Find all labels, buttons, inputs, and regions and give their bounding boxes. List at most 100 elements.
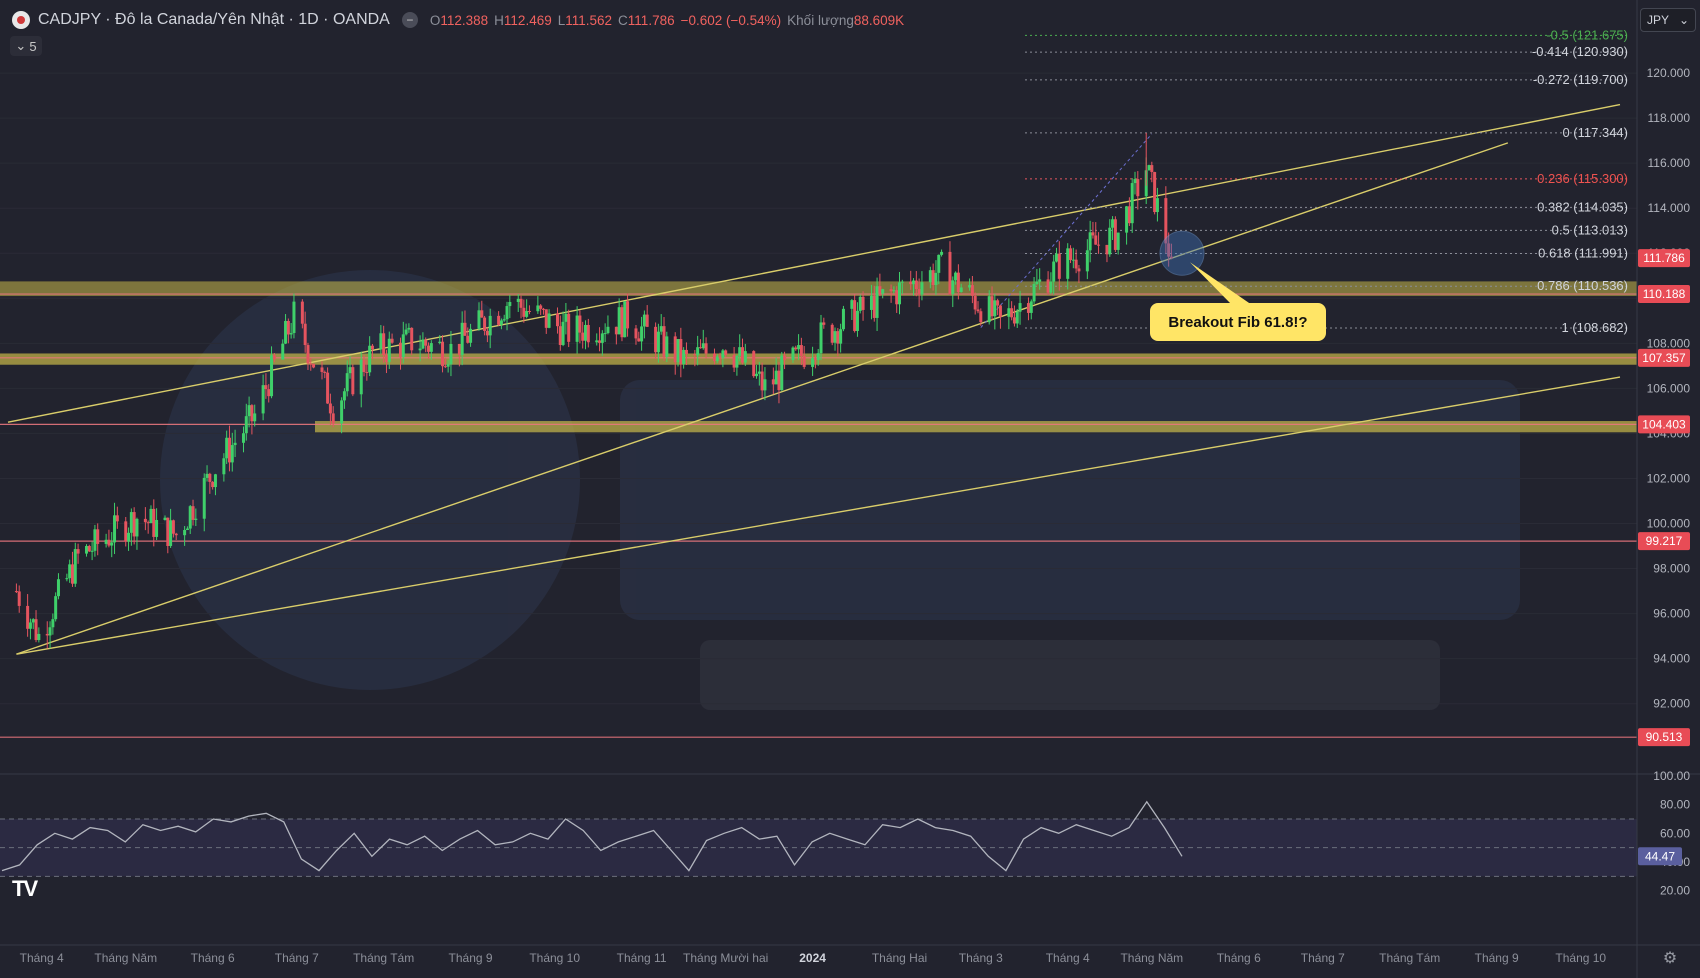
candle-body[interactable] (205, 473, 209, 478)
candle-body[interactable] (741, 347, 745, 363)
candle-body[interactable] (564, 313, 568, 322)
candle-body[interactable] (368, 345, 372, 373)
candle-body[interactable] (1147, 165, 1151, 171)
candle-body[interactable] (598, 340, 602, 343)
candle-body[interactable] (996, 300, 1000, 306)
candle-body[interactable] (715, 356, 719, 362)
candle-body[interactable] (424, 339, 428, 346)
candle-body[interactable] (850, 300, 854, 309)
candle-body[interactable] (1069, 248, 1073, 260)
candle-body[interactable] (760, 371, 764, 391)
candle-body[interactable] (1018, 303, 1022, 312)
candle-body[interactable] (34, 619, 38, 641)
candle-body[interactable] (328, 403, 332, 414)
candle-body[interactable] (536, 305, 540, 312)
candle-body[interactable] (502, 319, 506, 321)
candle-body[interactable] (222, 458, 226, 475)
indicator-toggle-button[interactable]: ⌄ 5 (10, 36, 42, 56)
candle-body[interactable] (194, 518, 198, 520)
candle-body[interactable] (107, 539, 111, 546)
candle-body[interactable] (174, 533, 178, 536)
candle-body[interactable] (928, 270, 932, 283)
candle-body[interactable] (979, 311, 983, 323)
candle-body[interactable] (732, 354, 736, 368)
candle-body[interactable] (166, 517, 170, 546)
candle-body[interactable] (1010, 308, 1014, 318)
candle-body[interactable] (244, 416, 248, 434)
candle-body[interactable] (480, 310, 484, 318)
candle-body[interactable] (914, 280, 918, 290)
candle-body[interactable] (1136, 179, 1140, 197)
candle-body[interactable] (93, 529, 97, 551)
candle-body[interactable] (26, 605, 30, 629)
candle-body[interactable] (757, 371, 761, 374)
candle-body[interactable] (1169, 256, 1173, 259)
candle-body[interactable] (987, 296, 991, 323)
candle-body[interactable] (54, 596, 58, 620)
candle-body[interactable] (895, 290, 899, 305)
candlestick-series[interactable] (14, 132, 1173, 649)
candle-body[interactable] (508, 301, 512, 307)
candle-body[interactable] (51, 619, 55, 628)
candle-body[interactable] (104, 539, 108, 544)
candle-body[interactable] (869, 295, 873, 310)
symbol-title[interactable]: CADJPY · Đô la Canada/Yên Nhật · 1D · OA… (38, 11, 390, 28)
candle-body[interactable] (483, 317, 487, 331)
candle-body[interactable] (362, 359, 366, 372)
candle-body[interactable] (1091, 232, 1095, 236)
candle-body[interactable] (309, 363, 313, 365)
candle-body[interactable] (956, 272, 960, 293)
candle-body[interactable] (970, 285, 974, 296)
candle-body[interactable] (267, 389, 271, 397)
candle-body[interactable] (951, 280, 955, 295)
candle-body[interactable] (146, 522, 150, 524)
candle-body[interactable] (623, 301, 627, 338)
candle-body[interactable] (642, 314, 646, 327)
candle-body[interactable] (382, 333, 386, 356)
candle-body[interactable] (822, 322, 826, 325)
candle-body[interactable] (735, 355, 739, 368)
candle-body[interactable] (185, 528, 189, 531)
candle-body[interactable] (370, 345, 374, 350)
candle-body[interactable] (701, 343, 705, 349)
candle-body[interactable] (463, 322, 467, 336)
candle-body[interactable] (676, 339, 680, 363)
candle-body[interactable] (698, 347, 702, 349)
candle-body[interactable] (547, 313, 551, 328)
candle-body[interactable] (797, 345, 801, 350)
candle-body[interactable] (539, 305, 543, 309)
candle-body[interactable] (497, 315, 501, 325)
candle-body[interactable] (250, 405, 254, 422)
candle-body[interactable] (912, 280, 916, 285)
candle-body[interactable] (802, 355, 806, 367)
candle-body[interactable] (143, 518, 147, 523)
candle-body[interactable] (783, 355, 787, 361)
candle-body[interactable] (1085, 250, 1089, 272)
candle-body[interactable] (558, 326, 562, 345)
candle-body[interactable] (1032, 283, 1036, 302)
candle-body[interactable] (679, 339, 683, 364)
candle-body[interactable] (771, 379, 775, 385)
candle-body[interactable] (858, 296, 862, 311)
candle-body[interactable] (872, 295, 876, 318)
candle-body[interactable] (225, 437, 229, 459)
candle-body[interactable] (1116, 232, 1120, 250)
candle-body[interactable] (488, 315, 492, 336)
candle-body[interactable] (861, 296, 865, 310)
candle-body[interactable] (113, 515, 117, 543)
candle-body[interactable] (171, 520, 175, 534)
candle-body[interactable] (1055, 253, 1059, 262)
candle-body[interactable] (721, 350, 725, 358)
candle-body[interactable] (407, 327, 411, 330)
candle-body[interactable] (84, 545, 88, 554)
candle-body[interactable] (73, 549, 77, 584)
candle-body[interactable] (755, 373, 759, 377)
candle-body[interactable] (284, 320, 288, 344)
candle-body[interactable] (340, 400, 344, 424)
candle-body[interactable] (656, 331, 660, 353)
candle-body[interactable] (620, 307, 624, 338)
candle-body[interactable] (516, 298, 520, 302)
candle-body[interactable] (634, 328, 638, 339)
